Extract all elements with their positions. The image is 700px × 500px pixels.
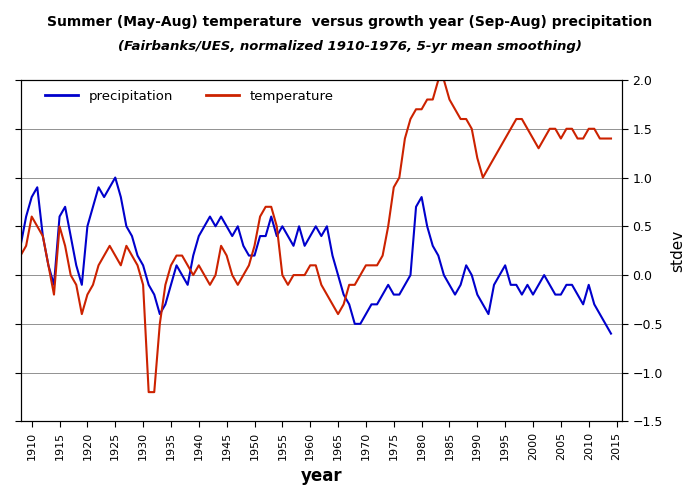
Line: precipitation: precipitation	[9, 178, 611, 334]
temperature	[340, 302, 348, 308]
precipitation	[340, 292, 348, 298]
precipitation	[5, 292, 13, 298]
temperature	[178, 252, 186, 258]
precipitation	[178, 272, 186, 278]
precipitation	[406, 272, 414, 278]
Y-axis label: stdev: stdev	[670, 230, 685, 272]
temperature	[144, 389, 153, 395]
precipitation	[111, 174, 120, 180]
precipitation	[50, 282, 58, 288]
Legend: precipitation, temperature: precipitation, temperature	[46, 90, 334, 103]
temperature	[50, 292, 58, 298]
Text: (Fairbanks/UES, normalized 1910-1976, 5-yr mean smoothing): (Fairbanks/UES, normalized 1910-1976, 5-…	[118, 40, 582, 53]
temperature	[607, 136, 615, 141]
temperature	[334, 311, 342, 317]
Line: temperature: temperature	[9, 80, 611, 392]
temperature	[406, 116, 414, 122]
precipitation	[334, 272, 342, 278]
temperature	[434, 77, 442, 83]
Text: Summer (May-Aug) temperature  versus growth year (Sep-Aug) precipitation: Summer (May-Aug) temperature versus grow…	[48, 15, 652, 29]
precipitation	[211, 224, 220, 230]
temperature	[5, 282, 13, 288]
precipitation	[607, 330, 615, 336]
temperature	[211, 272, 220, 278]
X-axis label: year: year	[300, 467, 342, 485]
